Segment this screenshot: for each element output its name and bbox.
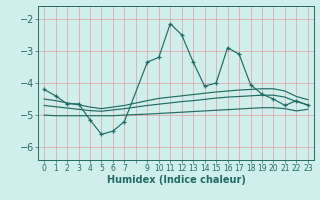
X-axis label: Humidex (Indice chaleur): Humidex (Indice chaleur) xyxy=(107,175,245,185)
